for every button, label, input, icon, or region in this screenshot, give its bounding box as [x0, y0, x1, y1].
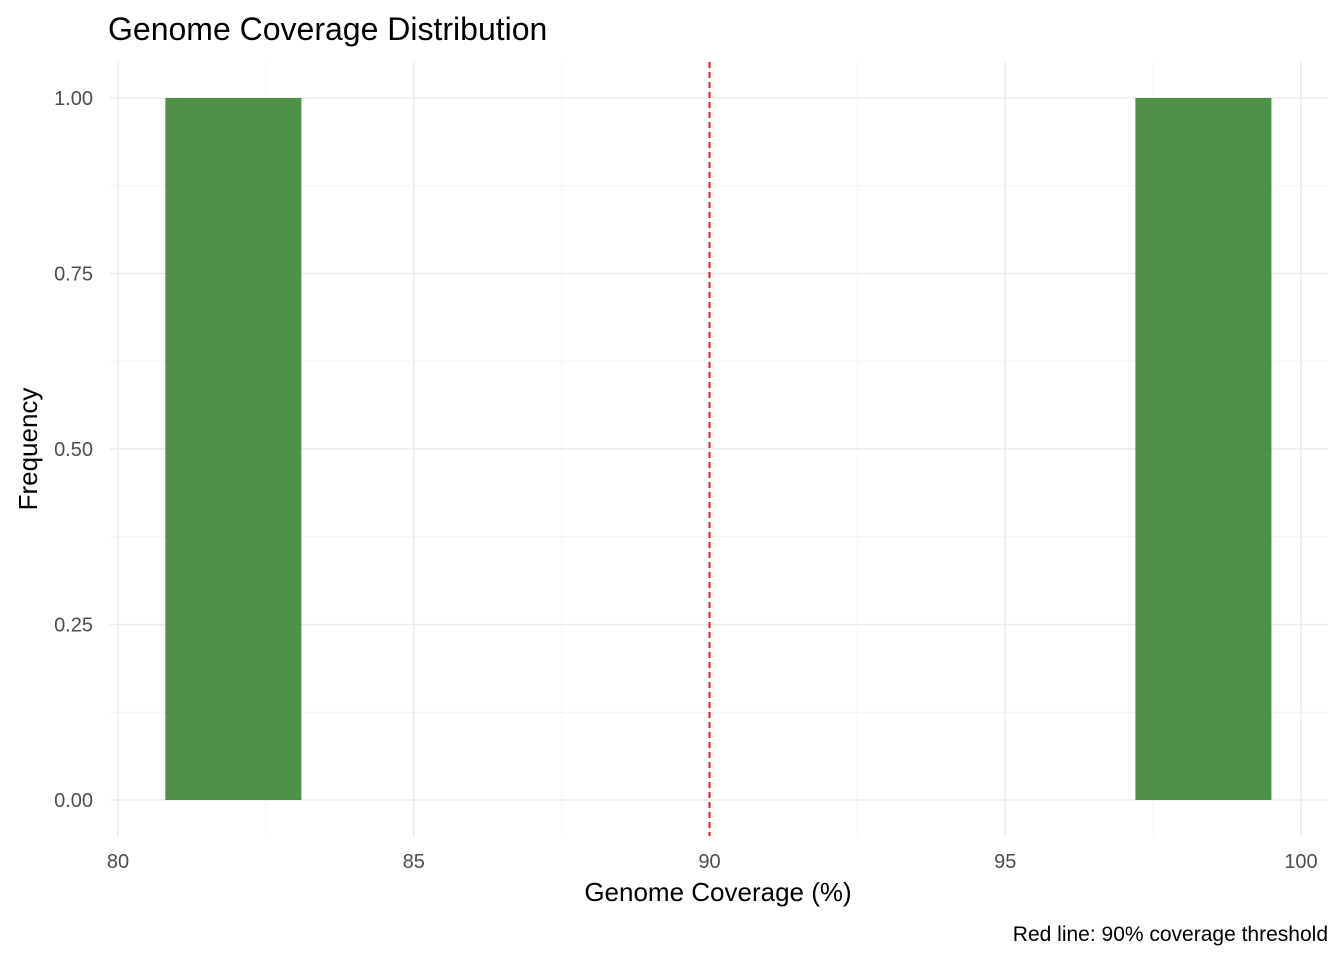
histogram-bar	[165, 98, 302, 800]
x-axis-ticks: 80 85 90 95 100	[107, 851, 1318, 873]
y-tick-label: 1.00	[54, 88, 93, 110]
x-tick-label: 100	[1284, 851, 1317, 873]
histogram-bars	[165, 98, 1272, 800]
x-tick-label: 90	[698, 851, 720, 873]
x-tick-label: 95	[994, 851, 1016, 873]
histogram-bar	[1135, 98, 1272, 800]
y-tick-label: 0.75	[54, 264, 93, 286]
x-axis-title: Genome Coverage (%)	[584, 877, 851, 907]
y-tick-label: 0.50	[54, 439, 93, 461]
x-tick-label: 80	[107, 851, 129, 873]
chart-caption: Red line: 90% coverage threshold	[1013, 923, 1328, 946]
chart-title: Genome Coverage Distribution	[108, 11, 547, 47]
y-tick-label: 0.25	[54, 615, 93, 637]
grid-lines	[110, 62, 1328, 836]
x-tick-label: 85	[403, 851, 425, 873]
y-tick-label: 0.00	[54, 790, 93, 812]
y-axis-title: Frequency	[13, 388, 43, 511]
y-axis-ticks: 0.00 0.25 0.50 0.75 1.00	[54, 88, 93, 812]
